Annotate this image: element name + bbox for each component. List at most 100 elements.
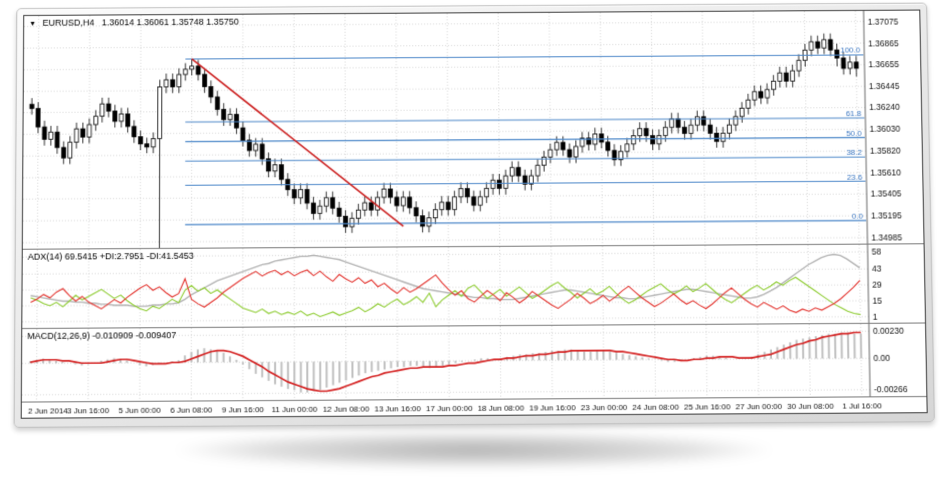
fibonacci-level-line[interactable] <box>185 137 864 141</box>
candle-body <box>426 217 432 227</box>
time-axis-label: 24 Jun 08:00 <box>632 402 679 412</box>
candle-body <box>381 188 387 198</box>
vertical-gridline <box>757 245 758 323</box>
candle-body <box>375 197 381 211</box>
horizontal-gridline <box>22 317 868 322</box>
candle-body <box>388 188 394 198</box>
candle-body <box>791 71 795 81</box>
candle-body <box>157 86 163 140</box>
monitor-frame: ▼ EURUSD,H4 1.36014 1.36061 1.35748 1.35… <box>13 2 935 428</box>
time-axis-label: 27 Jun 00:00 <box>735 401 783 412</box>
macd-chart-canvas[interactable]: 0.00230 0.00 -0.00266 <box>22 323 927 401</box>
candle-body <box>291 189 297 199</box>
vertical-gridline <box>651 12 654 245</box>
vertical-gridline <box>655 325 656 398</box>
candle-body <box>708 125 712 133</box>
candle-body <box>54 131 60 149</box>
candle-body <box>593 134 597 144</box>
candle-body <box>619 151 623 159</box>
candle-body <box>746 100 750 108</box>
symbol-label: EURUSD,H4 <box>42 17 95 28</box>
candle-body <box>689 125 693 133</box>
symbol-dropdown-icon[interactable]: ▼ <box>29 20 37 28</box>
price-tick-label: 1.35610 <box>870 167 901 177</box>
candle-body <box>131 126 137 138</box>
candle-body <box>759 92 763 98</box>
candle-body <box>574 146 580 158</box>
fibonacci-level-line[interactable] <box>185 219 866 226</box>
candle-body <box>702 117 706 125</box>
candle-body <box>170 79 176 88</box>
price-tick-label: 1.36655 <box>868 59 899 69</box>
candle-body <box>29 104 35 110</box>
candle-body <box>61 147 67 159</box>
price-tick-label: 1.36030 <box>869 124 900 134</box>
trendline[interactable] <box>192 58 404 228</box>
fibonacci-level-line[interactable] <box>185 180 867 187</box>
fibonacci-level-label: 50.0 <box>846 129 862 138</box>
macd-tick-label: 0.00 <box>873 353 890 363</box>
candle-body <box>638 128 642 135</box>
fibonacci-level-line[interactable] <box>185 157 865 161</box>
candle-body <box>272 164 278 172</box>
horizontal-gridline <box>24 65 865 70</box>
candle-body <box>106 103 112 112</box>
candle-body <box>715 133 719 141</box>
candle-body <box>797 60 801 70</box>
candle-body <box>510 167 516 177</box>
candle-body <box>606 142 610 150</box>
price-tick-label: 1.36445 <box>869 81 900 91</box>
vertical-gridline <box>602 246 603 324</box>
plus-di-line <box>31 277 861 320</box>
price-tick-label: 1.35820 <box>870 146 901 156</box>
vertical-gridline <box>498 13 500 246</box>
candle-body <box>190 66 195 70</box>
candle-body <box>568 149 573 158</box>
candle-body <box>138 136 144 145</box>
candle-body <box>625 144 629 151</box>
candle-body <box>362 202 368 211</box>
candle-body <box>778 73 782 81</box>
candle-body <box>304 189 310 204</box>
adx-indicator-label: ADX(14) 69.5415 +DI:2.7951 -DI:41.5453 <box>27 250 194 262</box>
time-axis-label: 25 Jun 16:00 <box>683 402 731 412</box>
candle-body <box>676 119 680 127</box>
candle-body <box>848 62 852 68</box>
fibonacci-level-label: 38.2 <box>846 148 862 157</box>
candle-body <box>420 215 425 227</box>
adx-indicator-pane: ADX(14) 69.5415 +DI:2.7951 -DI:41.5453 5… <box>22 243 926 329</box>
price-tick-label: 1.34985 <box>871 232 902 242</box>
candle-body <box>196 66 202 76</box>
vertical-gridline <box>654 246 655 324</box>
candle-body <box>317 205 323 214</box>
adx-chart-canvas[interactable]: 58 43 29 15 1 <box>22 244 925 328</box>
candle-body <box>119 113 125 123</box>
fibonacci-level-label: 23.6 <box>847 172 863 181</box>
fibonacci-level-line[interactable] <box>185 118 864 122</box>
main-chart-canvas[interactable]: 1.37075 1.36865 1.36655 1.36445 1.36240 1.360… <box>23 11 924 249</box>
scale-separator <box>869 324 870 397</box>
candle-body <box>727 125 731 133</box>
time-axis-label: 19 Jun 16:00 <box>529 403 576 413</box>
candle-body <box>854 62 858 68</box>
scale-separator <box>864 11 868 244</box>
fibonacci-level-line[interactable] <box>185 55 863 59</box>
horizontal-gridline <box>23 129 865 134</box>
candle-body <box>657 136 661 144</box>
candle-body <box>809 42 813 50</box>
vertical-gridline <box>706 325 707 398</box>
candle-body <box>221 109 227 121</box>
candle-body <box>548 149 554 158</box>
candle-body <box>784 73 788 81</box>
candle-body <box>841 58 845 68</box>
candle-body <box>355 209 361 219</box>
time-axis-label: 11 Jun 00:00 <box>271 404 318 415</box>
horizontal-gridline <box>22 215 867 222</box>
candle-body <box>253 144 259 152</box>
vertical-gridline <box>549 13 551 246</box>
ohlc-quote-label: 1.36014 1.36061 1.35748 1.35750 <box>101 16 239 28</box>
horizontal-gridline <box>24 107 866 112</box>
candle-body <box>336 207 342 217</box>
candle-body <box>822 40 826 48</box>
candle-body <box>323 197 329 207</box>
